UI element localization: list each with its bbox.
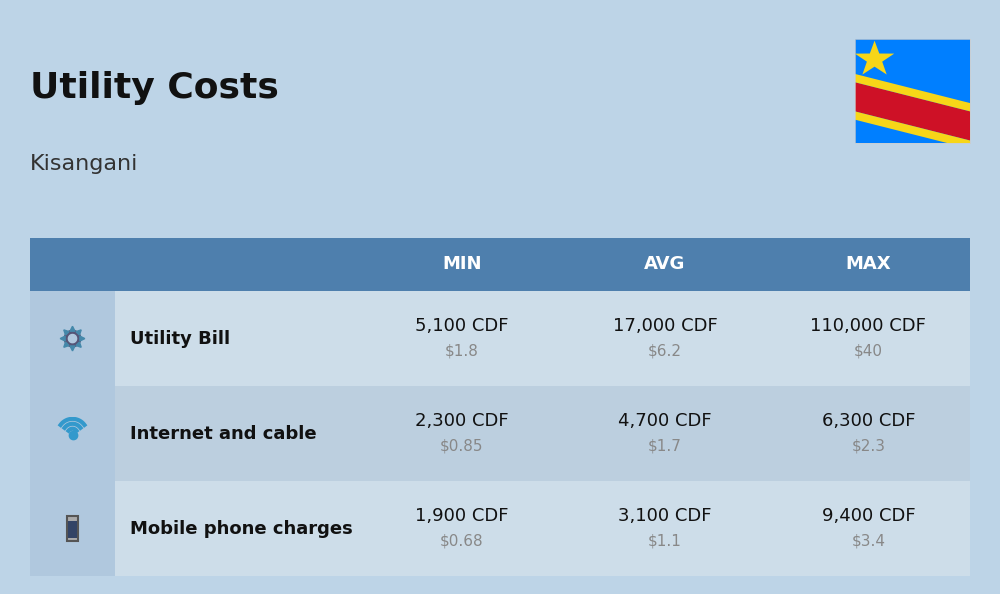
Polygon shape [855, 41, 894, 74]
Polygon shape [64, 342, 69, 347]
Text: 9,400 CDF: 9,400 CDF [822, 507, 915, 525]
Text: MIN: MIN [442, 255, 481, 273]
Text: 5,100 CDF: 5,100 CDF [415, 317, 508, 335]
Polygon shape [60, 336, 65, 341]
Polygon shape [68, 334, 77, 343]
Polygon shape [855, 112, 970, 149]
Text: 1,900 CDF: 1,900 CDF [415, 507, 508, 525]
Text: 17,000 CDF: 17,000 CDF [613, 317, 717, 335]
Text: $3.4: $3.4 [851, 533, 885, 548]
Bar [148, 254, 877, 515]
Text: Kisangani: Kisangani [30, 154, 138, 175]
Text: AVG: AVG [644, 255, 686, 273]
Polygon shape [70, 346, 75, 351]
Polygon shape [80, 336, 85, 341]
Text: $40: $40 [854, 343, 883, 358]
Text: Utility Costs: Utility Costs [30, 71, 279, 105]
Bar [68, 522, 77, 538]
Bar [67, 516, 78, 541]
Text: $6.2: $6.2 [648, 343, 682, 358]
Text: 2,300 CDF: 2,300 CDF [415, 412, 508, 430]
Polygon shape [64, 330, 81, 347]
Text: 4,700 CDF: 4,700 CDF [618, 412, 712, 430]
Text: $1.7: $1.7 [648, 438, 682, 453]
Text: Internet and cable: Internet and cable [130, 425, 317, 443]
Text: 3,100 CDF: 3,100 CDF [618, 507, 712, 525]
Polygon shape [855, 74, 970, 112]
Text: Mobile phone charges: Mobile phone charges [130, 520, 353, 538]
Text: 6,300 CDF: 6,300 CDF [822, 412, 915, 430]
Text: MAX: MAX [846, 255, 891, 273]
Text: $1.1: $1.1 [648, 533, 682, 548]
Text: $2.3: $2.3 [851, 438, 885, 453]
Polygon shape [855, 83, 970, 141]
Polygon shape [70, 326, 75, 331]
Text: $0.85: $0.85 [440, 438, 483, 453]
Polygon shape [76, 330, 81, 335]
Polygon shape [64, 330, 69, 335]
Text: $0.68: $0.68 [440, 533, 483, 548]
Polygon shape [76, 342, 81, 347]
Text: Utility Bill: Utility Bill [130, 330, 230, 347]
Text: 110,000 CDF: 110,000 CDF [810, 317, 926, 335]
Text: $1.8: $1.8 [445, 343, 479, 358]
